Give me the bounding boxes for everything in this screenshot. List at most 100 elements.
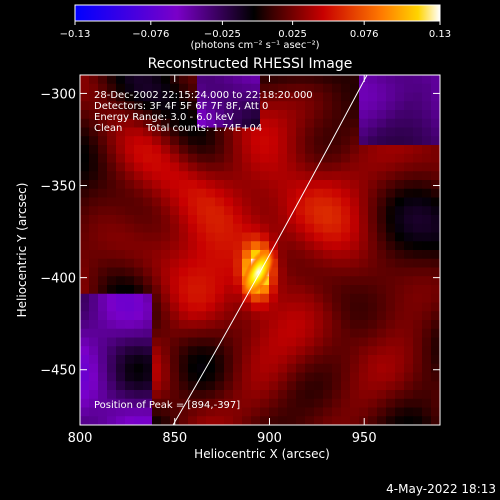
heatmap-cell xyxy=(287,83,297,94)
heatmap-cell xyxy=(404,416,414,425)
heatmap-cell xyxy=(98,416,108,425)
heatmap-cell xyxy=(125,302,135,312)
heatmap-cell xyxy=(431,398,440,409)
heatmap-cell xyxy=(269,302,279,312)
heatmap-cell xyxy=(143,267,153,277)
heatmap-cell xyxy=(224,136,234,146)
heatmap-cell xyxy=(125,258,135,269)
heatmap-cell xyxy=(323,372,333,382)
heatmap-cell xyxy=(386,180,396,190)
colorbar-ticks: −0.13 −0.076 −0.025 0.025 0.076 0.13 xyxy=(60,21,451,40)
heatmap-cell xyxy=(233,101,243,111)
heatmap-cell xyxy=(341,101,351,111)
heatmap-cell xyxy=(170,407,180,417)
heatmap-cell xyxy=(332,311,342,321)
heatmap-cell xyxy=(287,127,297,137)
heatmap-cell xyxy=(134,188,144,199)
heatmap-cell xyxy=(89,407,99,417)
heatmap-cell xyxy=(197,241,207,251)
heatmap-cell xyxy=(386,75,396,85)
heatmap-cell xyxy=(98,83,108,94)
heatmap-cell xyxy=(341,346,351,356)
heatmap-cell xyxy=(116,197,126,207)
heatmap-cell xyxy=(269,285,279,295)
heatmap-cell xyxy=(143,83,153,94)
heatmap-cell xyxy=(80,171,90,181)
heatmap-cell xyxy=(188,127,198,137)
heatmap-cell xyxy=(377,311,387,321)
heatmap-cell xyxy=(386,118,396,129)
heatmap-cell xyxy=(134,258,144,269)
heatmap-cell xyxy=(269,241,279,251)
heatmap-cell xyxy=(341,381,351,391)
heatmap-cell xyxy=(80,285,90,295)
heatmap-cell xyxy=(368,232,378,242)
heatmap-cell xyxy=(215,285,225,295)
heatmap-cell xyxy=(134,381,144,391)
heatmap-cell xyxy=(215,320,225,330)
heatmap-cell xyxy=(170,127,180,137)
heatmap-cell xyxy=(215,302,225,312)
heatmap-cell xyxy=(422,346,432,356)
heatmap-cell xyxy=(296,390,306,400)
heatmap-cell xyxy=(251,293,261,304)
heatmap-cell xyxy=(89,267,99,277)
heatmap-cell xyxy=(386,215,396,225)
heatmap-cell xyxy=(161,241,171,251)
heatmap-cell xyxy=(206,162,216,172)
heatmap-cell xyxy=(170,92,180,102)
heatmap-cell xyxy=(197,407,207,417)
heatmap-cell xyxy=(341,250,351,260)
heatmap-cell xyxy=(188,83,198,94)
heatmap-cell xyxy=(314,75,324,85)
heatmap-cell xyxy=(395,381,405,391)
heatmap-cell xyxy=(125,337,135,347)
heatmap-cell xyxy=(224,337,234,347)
heatmap-cell xyxy=(107,145,117,155)
heatmap-cell xyxy=(359,276,369,286)
heatmap-cell xyxy=(107,276,117,286)
heatmap-cell xyxy=(359,153,369,164)
heatmap-cell xyxy=(386,145,396,155)
heatmap-cell xyxy=(242,407,252,417)
heatmap-cell xyxy=(116,302,126,312)
heatmap-cell xyxy=(215,171,225,181)
heatmap-cell xyxy=(206,188,216,199)
heatmap-cell xyxy=(341,188,351,199)
heatmap-cell xyxy=(368,162,378,172)
heatmap-cell xyxy=(296,83,306,94)
heatmap-cell xyxy=(242,258,252,269)
heatmap-cell xyxy=(395,171,405,181)
heatmap-cell xyxy=(332,118,342,129)
heatmap-cell xyxy=(395,197,405,207)
heatmap-cell xyxy=(224,346,234,356)
heatmap-cell xyxy=(431,302,440,312)
heatmap-cell xyxy=(431,276,440,286)
heatmap-cell xyxy=(116,75,126,85)
heatmap-cell xyxy=(377,267,387,277)
heatmap-cell xyxy=(161,153,171,164)
heatmap-cell xyxy=(197,258,207,269)
heatmap-cell xyxy=(152,311,162,321)
heatmap-cell xyxy=(98,101,108,111)
heatmap-cell xyxy=(116,136,126,146)
heatmap-cell xyxy=(107,372,117,382)
heatmap-cell xyxy=(206,346,216,356)
heatmap-cell xyxy=(197,92,207,102)
heatmap-cell xyxy=(161,390,171,400)
heatmap-cell xyxy=(323,337,333,347)
heatmap-cell xyxy=(314,328,324,339)
heatmap-cell xyxy=(251,320,261,330)
heatmap-cell xyxy=(350,355,360,365)
heatmap-cell xyxy=(368,83,378,94)
heatmap-cell xyxy=(287,110,297,120)
heatmap-cell xyxy=(143,215,153,225)
heatmap-cell xyxy=(107,346,117,356)
heatmap-cell xyxy=(161,302,171,312)
heatmap-cell xyxy=(431,346,440,356)
heatmap-cell xyxy=(341,223,351,234)
heatmap-cell xyxy=(233,127,243,137)
heatmap-cell xyxy=(287,363,297,374)
heatmap-cell xyxy=(206,398,216,409)
heatmap-cell xyxy=(404,311,414,321)
